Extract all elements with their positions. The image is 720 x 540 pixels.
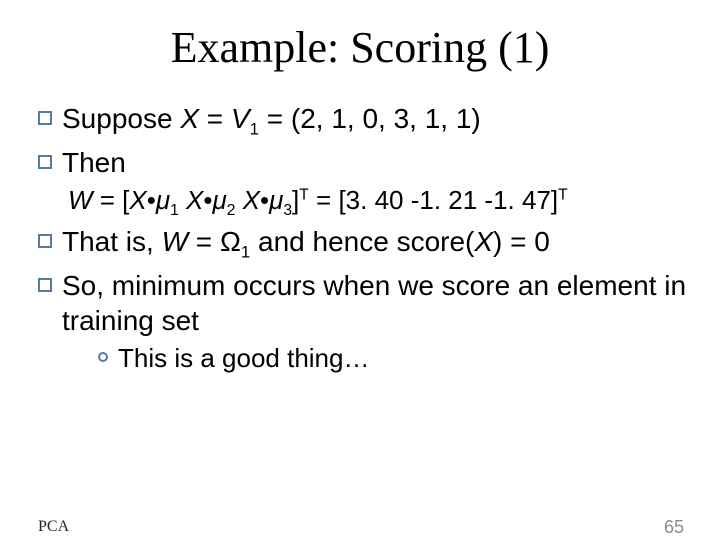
subscript: 3 [283,202,292,219]
text-fragment: = [3. 40 -1. 21 -1. 47] [309,185,558,215]
square-bullet-icon [38,111,52,125]
var-x: X [180,103,199,134]
circle-bullet-icon [98,352,108,362]
var-v: V [231,103,250,134]
square-bullet-icon [38,155,52,169]
square-bullet-icon [38,234,52,248]
dot-icon: • [260,185,269,215]
var-mu: μ [212,185,226,215]
bullet-that-is: That is, W = Ω1 and hence score(X) = 0 [38,224,690,264]
bullet-so: So, minimum occurs when we score an elem… [38,268,690,338]
text-fragment: = (2, 1, 0, 3, 1, 1) [259,103,481,134]
page-number: 65 [664,517,684,538]
text-fragment: = [199,103,231,134]
text-fragment: ) = 0 [493,226,550,257]
square-bullet-icon [38,278,52,292]
var-mu: μ [156,185,170,215]
subscript: 1 [170,202,179,219]
bullet-suppose: Suppose X = V1 = (2, 1, 0, 3, 1, 1) [38,101,690,141]
var-x: X [186,185,203,215]
text-fragment: That is, [62,226,162,257]
slide: Example: Scoring (1) Suppose X = V1 = (2… [0,22,720,540]
bullet-text: So, minimum occurs when we score an elem… [62,268,690,338]
var-w: W [68,185,93,215]
slide-body: Suppose X = V1 = (2, 1, 0, 3, 1, 1) Then… [38,101,690,374]
dot-icon: • [147,185,156,215]
var-x: X [129,185,146,215]
footer-label: PCA [38,518,69,536]
bullet-text: Then [62,145,690,180]
superscript: T [299,186,309,203]
text-fragment: Suppose [62,103,180,134]
superscript: T [558,186,568,203]
subscript: 1 [250,120,259,139]
slide-title: Example: Scoring (1) [0,22,720,73]
bullet-text: Suppose X = V1 = (2, 1, 0, 3, 1, 1) [62,101,690,141]
space [179,185,186,215]
text-fragment: = Ω [188,226,241,257]
bullet-text: This is a good thing… [118,342,690,375]
bullet-text: That is, W = Ω1 and hence score(X) = 0 [62,224,690,264]
var-w: W [162,226,188,257]
var-x: X [474,226,493,257]
space [235,185,242,215]
text-fragment: = [ [93,185,130,215]
sub-bullet-good-thing: This is a good thing… [98,342,690,375]
text-fragment: and hence score( [250,226,474,257]
bullet-then: Then [38,145,690,180]
subscript: 1 [241,243,250,262]
var-mu: μ [269,185,283,215]
equation-text: W = [X•μ1 X•μ2 X•μ3]T = [3. 40 -1. 21 -1… [68,184,690,221]
var-x: X [243,185,260,215]
equation-w: W = [X•μ1 X•μ2 X•μ3]T = [3. 40 -1. 21 -1… [68,184,690,221]
